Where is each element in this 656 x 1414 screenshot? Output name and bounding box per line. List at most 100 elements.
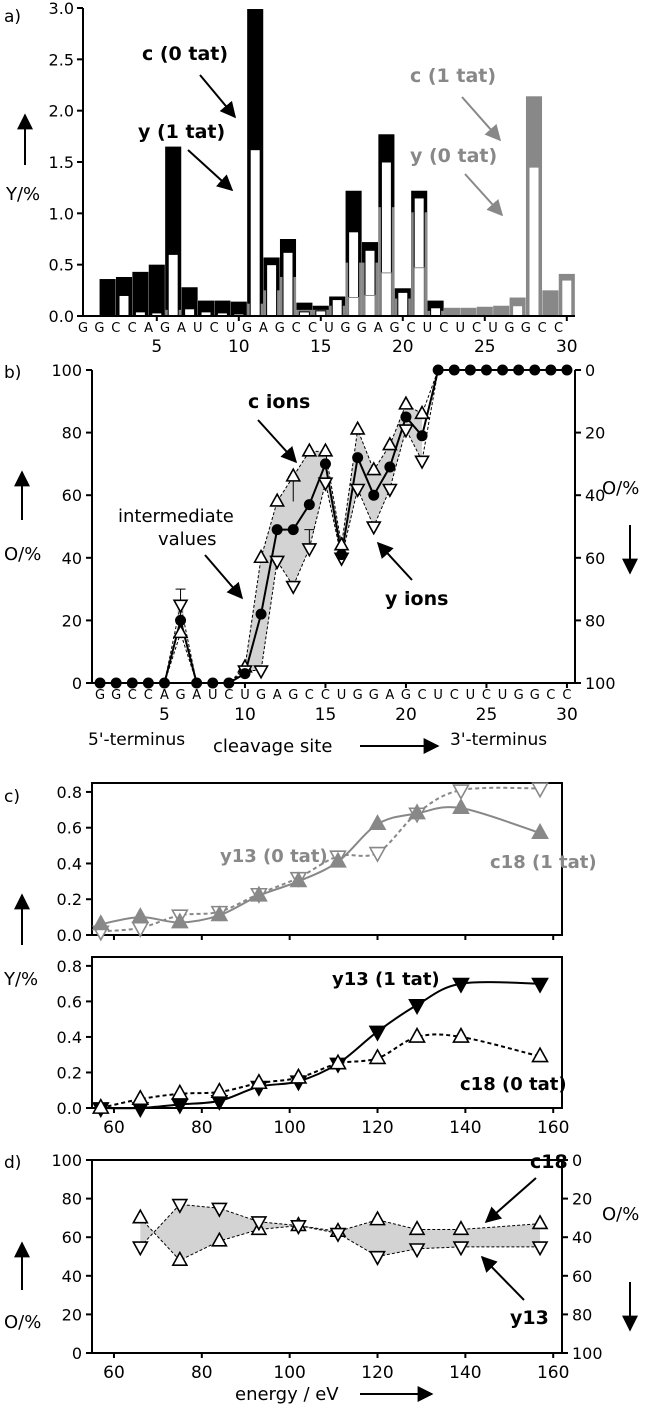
panel-b-sequence-letter: A — [160, 688, 169, 703]
panel-c-data-point — [408, 999, 426, 1015]
panel-b-sequence-letter: G — [176, 688, 186, 703]
bar-c-1-tat — [493, 305, 510, 316]
panel-a-sequence-letter: C — [210, 321, 219, 336]
bar-c-1-tat — [476, 306, 493, 316]
panel-b-sequence-letter: U — [498, 688, 508, 703]
panel-d-xtick-label: 160 — [537, 1363, 569, 1383]
panel-a-ytick-label: 3.0 — [49, 0, 74, 18]
panel-b-intermediate-point — [207, 677, 219, 689]
panel-d-y13-point — [290, 1220, 307, 1236]
label-d-c18: c18 — [530, 1151, 568, 1173]
panel-c-data-point — [91, 1097, 110, 1114]
panel-c-xtick-label: 160 — [537, 1118, 569, 1138]
panel-c-data-point — [329, 1053, 347, 1070]
panel-b-sequence-letter: G — [111, 688, 121, 703]
panel-a-sequence-letter: A — [144, 321, 153, 336]
panel-b-intermediate-point — [319, 458, 331, 470]
panel-a-xtick-label: 25 — [474, 337, 496, 357]
label-d-y13-arrow — [480, 1255, 525, 1301]
panel-d: d) 0 20 40 60 80 100 100 80 60 40 20 0 60 80 100 120 14… — [4, 1151, 639, 1405]
panel-b-c-ion-point — [398, 395, 414, 410]
panel-d-y13-point — [250, 1216, 268, 1232]
panel-d-xtick-label: 60 — [103, 1363, 125, 1383]
panel-c-data-point — [250, 885, 268, 902]
panel-b-intermediate-point — [448, 364, 460, 376]
panel-d-y13-point — [171, 1198, 189, 1214]
panel-b-y-ion-point — [301, 543, 318, 558]
panel-d-c18-point — [131, 1208, 149, 1224]
annotation-intermediate-arrow — [204, 554, 244, 600]
x-axis-title-b: cleavage site — [213, 736, 332, 757]
panel-b-y-ion-point — [349, 483, 366, 498]
panel-a-sequence-letter: U — [193, 321, 203, 336]
bar-y-1-tat — [266, 264, 278, 317]
bar-y-1-tat — [282, 251, 294, 317]
label-y13-0-tat: y13 (0 tat) — [220, 846, 328, 867]
panel-b-intermediate-point — [239, 668, 251, 680]
label-c18-1-tat-text: c18 (1 tat) — [490, 852, 597, 873]
bar-y-1-tat — [118, 294, 130, 317]
panel-b-intermediate-point — [271, 524, 283, 536]
panel-d-c18-point — [171, 1250, 189, 1266]
panel-b-ytick-label: 0 — [72, 674, 82, 693]
panel-a-ytick-label: 0.0 — [49, 307, 74, 326]
panel-a-sequence-letter: C — [554, 321, 563, 336]
panel-c-data-point — [531, 977, 549, 994]
panel-d-y13-point — [211, 1202, 228, 1218]
panel-c-fit-curve — [100, 786, 541, 933]
panel-b-intermediate-point — [336, 549, 348, 561]
panel-c-data-point — [408, 803, 426, 820]
panel-d-c18-point — [452, 1220, 470, 1236]
panel-a-sequence-letter: A — [259, 321, 268, 336]
panel-c-xtick-label: 120 — [361, 1118, 393, 1138]
panel-b-sequence-letter: C — [482, 688, 491, 703]
annotation-y-0-tat: y (0 tat) — [410, 145, 497, 167]
panel-b-ytick-right-label: 20 — [585, 424, 605, 443]
panel-c-xtick-label: 140 — [449, 1118, 481, 1138]
bar-c-1-tat — [460, 307, 477, 316]
panel-b-xtick-label: 30 — [556, 705, 578, 725]
annotation-c-ions-arrow — [257, 419, 298, 464]
bar-c-0-tat — [214, 300, 231, 316]
panel-b-ytick-right-label: 60 — [585, 549, 605, 568]
panel-b-xtick-label: 5 — [159, 705, 170, 725]
panel-c-data-point — [368, 1025, 387, 1042]
panel-b-y-ions-line — [163, 369, 439, 684]
panel-b-intermediate-point — [142, 677, 154, 689]
panel-b-intermediate-point — [480, 364, 492, 376]
panel-b-label: b) — [4, 363, 21, 383]
panel-d-xtick-label: 80 — [191, 1363, 213, 1383]
panel-d-y13-point — [369, 1250, 386, 1266]
panel-b-sequence-letter: U — [466, 688, 476, 703]
panel-b-ytick-right-label: 0 — [585, 361, 595, 380]
panel-b-ylabel-right: O/% — [602, 478, 639, 499]
panel-a-xtick-label: 5 — [151, 337, 162, 357]
panel-b-sequence-letter: C — [144, 688, 153, 703]
panel-b-ylabel: O/% — [4, 544, 41, 565]
panel-b-sequence-letter: U — [208, 688, 218, 703]
bar-y-1-tat — [397, 291, 409, 317]
panel-c-data-point — [329, 851, 347, 868]
panel-b-xtick-label: 15 — [315, 705, 337, 725]
panel-c-data-point — [408, 1026, 426, 1043]
panel-d-ytick-right-label: 40 — [572, 1228, 592, 1247]
panel-b-intermediate-point — [175, 614, 187, 626]
panel-b-sequence-letter: U — [433, 688, 443, 703]
bar-y-0-tat — [528, 166, 540, 317]
panel-a-sequence-letter: C — [128, 321, 137, 336]
panel-c-frame-1 — [91, 956, 563, 1109]
panel-a-sequence-letter: G — [504, 321, 514, 336]
panel-d-ylabel-right: O/% — [602, 1204, 639, 1225]
annotation-y-1-tat-arrow — [187, 149, 234, 192]
panel-d-y13-point — [408, 1243, 426, 1259]
panel-c-ytick-label: 0.2 — [57, 890, 82, 909]
panel-c-ytick-label: 0.6 — [57, 992, 82, 1011]
panel-b-sequence-letter: C — [450, 688, 459, 703]
panel-b-sequence-letter: U — [337, 688, 347, 703]
panel-a-sequence-letter: C — [439, 321, 448, 336]
panel-b-xtick-label: 20 — [395, 705, 417, 725]
panel-a-ytick-label: 2.0 — [49, 102, 74, 121]
label-y13-1-tat: y13 (1 tat) — [332, 969, 440, 990]
panel-b-sequence-letter: G — [514, 688, 524, 703]
panel-c-data-point — [170, 912, 189, 929]
